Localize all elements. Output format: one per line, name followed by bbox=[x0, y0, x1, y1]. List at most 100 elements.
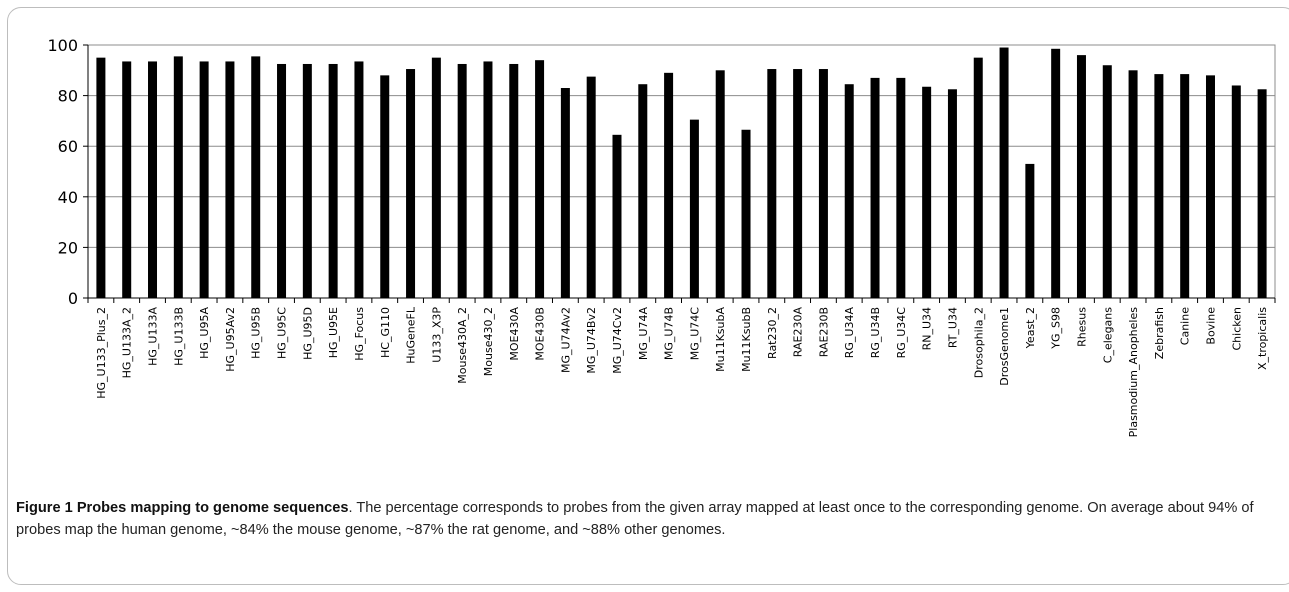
x-tick-label: RT_U34 bbox=[946, 307, 959, 348]
x-tick-label: HG_U95D bbox=[301, 307, 314, 360]
x-tick-label: RG_U34C bbox=[895, 307, 908, 359]
figure-frame bbox=[7, 7, 1289, 585]
x-tick-label: C_elegans bbox=[1101, 307, 1114, 363]
x-tick-label: RN_U34 bbox=[921, 307, 934, 350]
bar bbox=[1128, 70, 1138, 298]
bar bbox=[612, 134, 622, 298]
bar bbox=[741, 129, 751, 298]
bar bbox=[844, 84, 854, 298]
bar bbox=[922, 86, 932, 299]
x-tick-label: HG_U133A_2 bbox=[121, 307, 134, 378]
plot-area-border bbox=[87, 44, 1276, 299]
bar bbox=[302, 63, 312, 298]
x-tick-label: HG_U95C bbox=[276, 307, 289, 359]
bar bbox=[818, 69, 828, 298]
bar bbox=[225, 61, 235, 298]
x-tick-label: Mouse430A_2 bbox=[456, 307, 469, 384]
caption-label: Figure 1 Probes mapping to genome sequen… bbox=[16, 500, 349, 516]
x-tick-label: MG_U74Cv2 bbox=[611, 307, 624, 374]
bar bbox=[122, 61, 132, 298]
x-tick-label: Yeast_2 bbox=[1024, 307, 1037, 349]
x-tick-label: HG_U133B bbox=[172, 307, 185, 366]
bar bbox=[947, 89, 957, 299]
bar bbox=[251, 56, 261, 299]
bar bbox=[277, 63, 287, 298]
y-tick-label: 100 bbox=[47, 36, 78, 55]
x-tick-label: Rhesus bbox=[1075, 307, 1088, 347]
x-tick-label: HuGeneFL bbox=[405, 306, 418, 364]
bar bbox=[148, 61, 158, 298]
bar bbox=[328, 63, 338, 298]
x-tick-label: MG_U74B bbox=[663, 307, 676, 360]
bar bbox=[509, 63, 519, 298]
x-tick-label: DrosGenome1 bbox=[998, 307, 1011, 386]
bar bbox=[483, 61, 493, 298]
bar bbox=[664, 72, 674, 298]
bar bbox=[354, 61, 364, 298]
y-tick-label: 20 bbox=[58, 238, 78, 257]
bar bbox=[896, 77, 906, 298]
x-tick-label: X_tropicalis bbox=[1256, 307, 1269, 370]
bar bbox=[999, 47, 1009, 298]
x-tick-label: HG_U95Av2 bbox=[224, 307, 237, 372]
x-tick-label: MG_U74Bv2 bbox=[585, 307, 598, 374]
x-tick-label: HG_U133_Plus_2 bbox=[95, 307, 108, 399]
bar bbox=[406, 69, 416, 298]
x-tick-label: HC_G110 bbox=[379, 307, 392, 358]
bar bbox=[96, 57, 106, 299]
x-tick-label: RG_U34B bbox=[869, 307, 882, 358]
bar-chart: 0 20 40 60 80 100 HG_U133_Plus_2 HG_U133A_2 HG_U… bbox=[47, 36, 1276, 438]
y-tick-label: 60 bbox=[58, 137, 78, 156]
bar bbox=[715, 70, 725, 298]
bar bbox=[793, 69, 803, 298]
x-tick-label: Drosophila_2 bbox=[972, 307, 985, 378]
bar bbox=[973, 57, 983, 299]
x-tick-label: MG_U74C bbox=[688, 307, 701, 361]
x-tick-label: HG_U95B bbox=[250, 307, 263, 359]
bar bbox=[1231, 85, 1241, 298]
x-tick-label: RAE230A bbox=[792, 307, 805, 358]
y-tick-label: 0 bbox=[68, 289, 78, 308]
bar bbox=[689, 119, 699, 298]
y-tick-label: 40 bbox=[58, 188, 78, 207]
y-tick-label: 80 bbox=[58, 87, 78, 106]
x-tick-label: MOE430A bbox=[508, 307, 521, 361]
x-tick-label: Canine bbox=[1179, 307, 1192, 345]
bar bbox=[1257, 89, 1267, 299]
x-tick-label: Rat230_2 bbox=[766, 307, 779, 359]
figure-caption: Figure 1 Probes mapping to genome sequen… bbox=[16, 497, 1278, 541]
bar bbox=[767, 69, 777, 298]
x-tick-label: Mouse430_2 bbox=[482, 307, 495, 376]
bar bbox=[870, 77, 880, 298]
x-tick-label: YG_S98 bbox=[1050, 307, 1063, 350]
x-tick-label: RAE230B bbox=[817, 307, 830, 357]
bar bbox=[638, 84, 648, 298]
x-tick-label: Mu11KsubA bbox=[714, 307, 727, 372]
x-tick-label: HG_U133A bbox=[147, 307, 160, 366]
x-tick-label: HG_Focus bbox=[353, 307, 366, 361]
bar bbox=[560, 88, 570, 298]
bar bbox=[199, 61, 209, 298]
x-tick-label: Bovine bbox=[1204, 307, 1217, 345]
x-tick-label: Chicken bbox=[1230, 307, 1243, 351]
bar bbox=[380, 75, 390, 298]
bar bbox=[431, 57, 441, 299]
x-tick-label: MG_U74A bbox=[637, 307, 650, 361]
bar bbox=[1205, 75, 1215, 298]
bar bbox=[586, 76, 596, 298]
x-tick-label: MOE430B bbox=[534, 307, 547, 361]
bar bbox=[1051, 48, 1061, 298]
x-tick-label: RG_U34A bbox=[843, 307, 856, 359]
bar bbox=[1102, 65, 1112, 299]
x-tick-label: MG_U74Av2 bbox=[559, 307, 572, 373]
x-tick-label: U133_X3P bbox=[430, 307, 443, 363]
x-tick-label: Mu11KsubB bbox=[740, 307, 753, 372]
bar bbox=[1025, 163, 1035, 298]
bar bbox=[173, 56, 183, 299]
bar bbox=[535, 60, 545, 299]
x-tick-label: Plasmodium_Anopheles bbox=[1127, 307, 1140, 438]
bar bbox=[1076, 55, 1086, 299]
x-tick-label: HG_U95A bbox=[198, 307, 211, 359]
bar bbox=[1154, 74, 1164, 298]
x-tick-label: Zebrafish bbox=[1153, 307, 1166, 359]
